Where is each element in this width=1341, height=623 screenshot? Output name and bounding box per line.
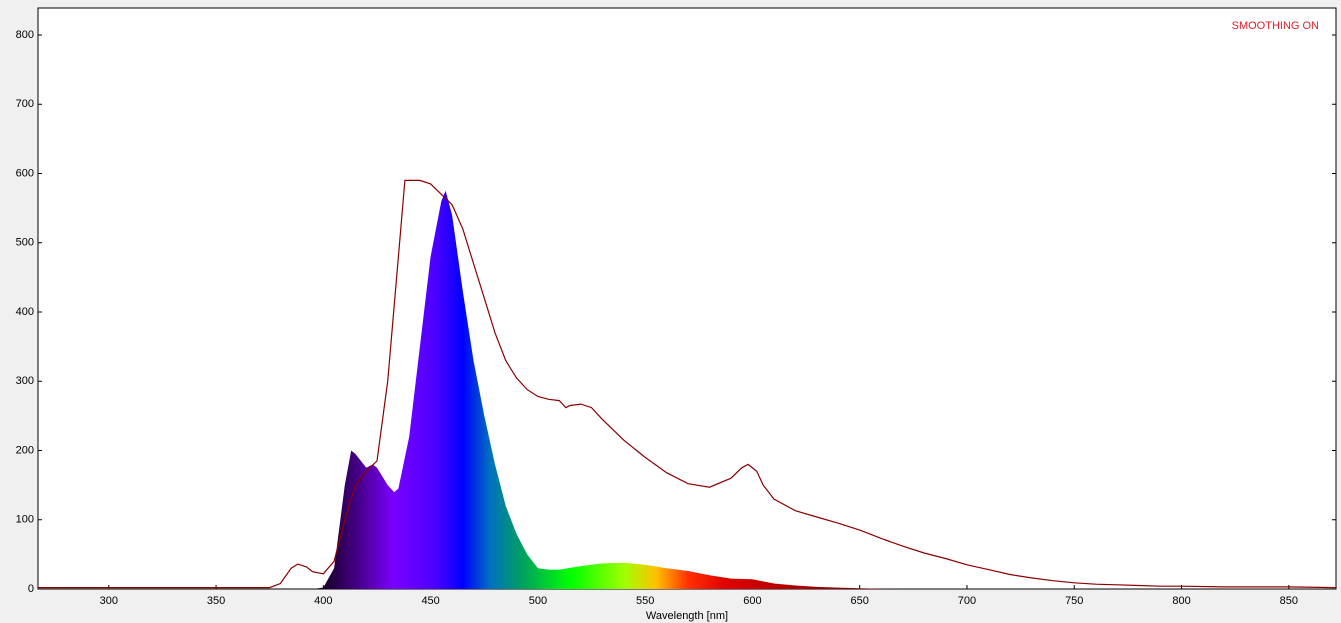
y-tick-label: 100 [16,514,34,526]
y-tick-label: 700 [16,98,34,110]
y-tick-label: 300 [16,375,34,387]
y-tick-label: 800 [16,29,34,41]
x-tick-label: 400 [314,595,332,607]
spectrum-line [38,179,1337,589]
y-tick-label: 600 [16,167,34,179]
y-tick-label: 500 [16,237,34,249]
x-tick-label: 300 [100,595,118,607]
y-tick-label: 0 [28,583,34,595]
x-tick-label: 650 [851,595,869,607]
annotation: SMOOTHING ON [1232,20,1319,32]
x-tick-label: 800 [1172,595,1190,607]
x-axis-label: Wavelength [nm] [646,610,728,622]
x-tick-label: 700 [958,595,976,607]
spectrum-area [38,190,1336,590]
x-tick-label: 500 [529,595,547,607]
x-tick-label: 600 [743,595,761,607]
x-tick-label: 750 [1065,595,1083,607]
x-tick-label: 450 [421,595,439,607]
x-tick-label: 550 [636,595,654,607]
plot-area [37,7,1337,590]
y-tick-label: 200 [16,444,34,456]
x-tick-label: 850 [1280,595,1298,607]
y-tick-label: 400 [16,306,34,318]
x-tick-label: 350 [207,595,225,607]
